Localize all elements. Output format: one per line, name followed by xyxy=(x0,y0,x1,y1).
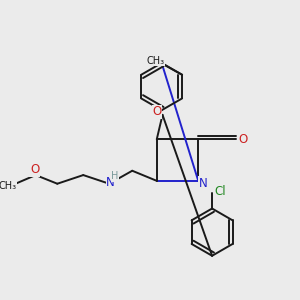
Text: N: N xyxy=(199,177,208,190)
Text: O: O xyxy=(30,164,39,176)
Text: O: O xyxy=(152,106,161,118)
Text: N: N xyxy=(106,176,115,189)
Text: O: O xyxy=(238,133,248,146)
Text: CH₃: CH₃ xyxy=(146,56,165,66)
Text: CH₃: CH₃ xyxy=(0,181,16,191)
Text: Cl: Cl xyxy=(214,185,226,198)
Text: H: H xyxy=(111,171,118,181)
